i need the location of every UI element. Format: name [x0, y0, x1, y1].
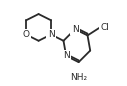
- Text: O: O: [23, 30, 30, 39]
- Text: Cl: Cl: [100, 23, 109, 32]
- Text: N: N: [72, 25, 78, 34]
- Text: NH₂: NH₂: [70, 73, 87, 82]
- Text: N: N: [63, 51, 70, 60]
- Text: N: N: [48, 30, 54, 39]
